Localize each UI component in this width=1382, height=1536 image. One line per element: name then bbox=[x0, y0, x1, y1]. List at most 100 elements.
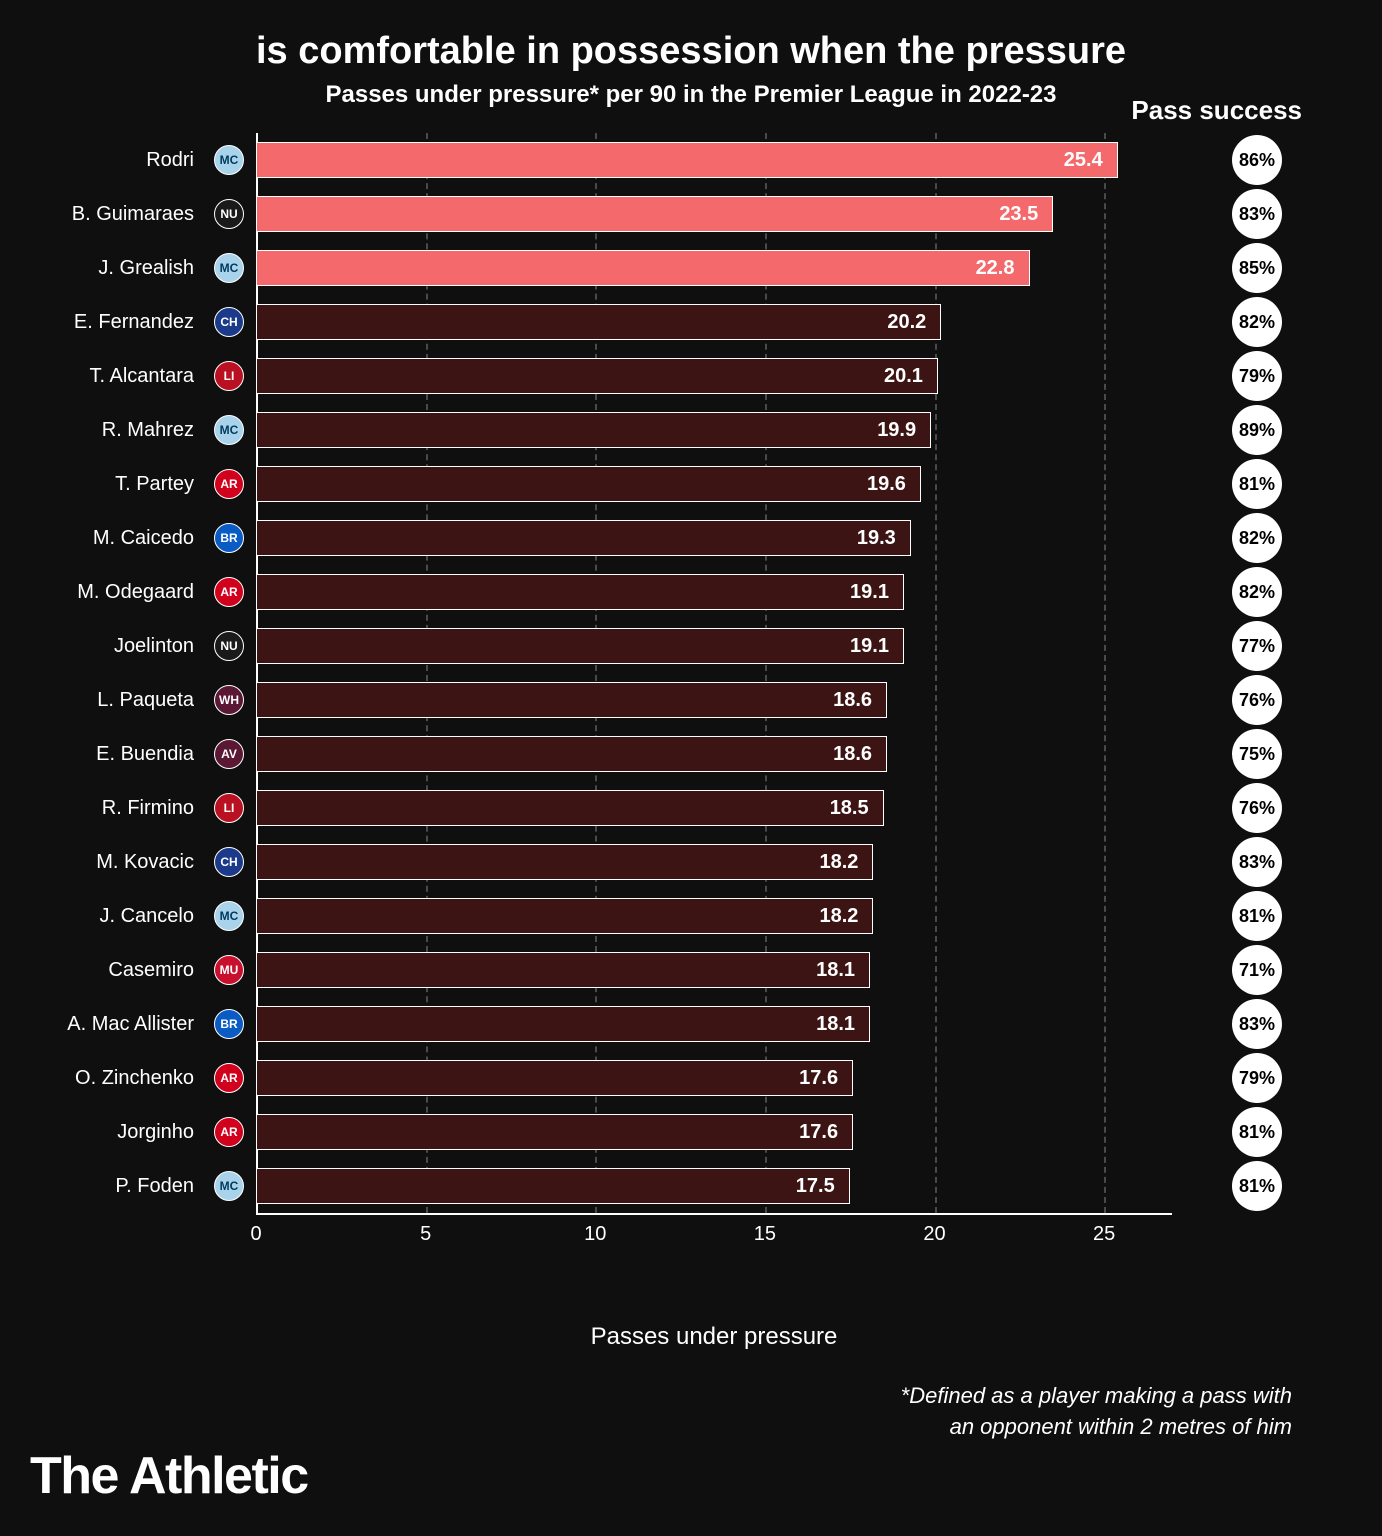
bar-track: 18.2 bbox=[256, 844, 1172, 880]
player-row: E. BuendiaAV18.675% bbox=[220, 727, 1292, 781]
player-name: T. Partey bbox=[20, 473, 200, 496]
player-row: P. FodenMC17.581% bbox=[220, 1159, 1292, 1213]
bar-track: 19.9 bbox=[256, 412, 1172, 448]
player-name: Jorginho bbox=[20, 1121, 200, 1144]
bar-track: 20.2 bbox=[256, 304, 1172, 340]
x-tick: 0 bbox=[250, 1223, 261, 1246]
club-badge-icon: CH bbox=[214, 847, 244, 877]
bar-track: 19.6 bbox=[256, 466, 1172, 502]
club-badge-icon: MC bbox=[214, 145, 244, 175]
club-badge-icon: AR bbox=[214, 1063, 244, 1093]
bar-track: 17.6 bbox=[256, 1114, 1172, 1150]
player-name: Rodri bbox=[20, 149, 200, 172]
player-row: J. CanceloMC18.281% bbox=[220, 889, 1292, 943]
pass-success-badge: 81% bbox=[1232, 1161, 1282, 1211]
player-name: O. Zinchenko bbox=[20, 1067, 200, 1090]
pass-success-badge: 71% bbox=[1232, 945, 1282, 995]
club-badge-icon: BR bbox=[214, 1009, 244, 1039]
pass-success-header: Pass success bbox=[1131, 95, 1302, 126]
bar-track: 18.1 bbox=[256, 1006, 1172, 1042]
bar: 23.5 bbox=[256, 196, 1053, 232]
x-axis: 0510152025 bbox=[256, 1213, 1172, 1273]
club-badge-icon: LI bbox=[214, 793, 244, 823]
bar-track: 18.5 bbox=[256, 790, 1172, 826]
player-row: JorginhoAR17.681% bbox=[220, 1105, 1292, 1159]
player-row: E. FernandezCH20.282% bbox=[220, 295, 1292, 349]
club-badge-icon: MC bbox=[214, 415, 244, 445]
bar: 18.5 bbox=[256, 790, 884, 826]
x-tick: 5 bbox=[420, 1223, 431, 1246]
pass-success-badge: 86% bbox=[1232, 135, 1282, 185]
player-row: T. AlcantaraLI20.179% bbox=[220, 349, 1292, 403]
player-name: P. Foden bbox=[20, 1175, 200, 1198]
bar: 18.1 bbox=[256, 1006, 870, 1042]
pass-success-badge: 89% bbox=[1232, 405, 1282, 455]
bar-track: 17.5 bbox=[256, 1168, 1172, 1204]
chart-rows: RodriMC25.486%B. GuimaraesNU23.583%J. Gr… bbox=[220, 133, 1292, 1213]
footnote-line1: *Defined as a player making a pass with bbox=[901, 1383, 1292, 1408]
player-row: M. OdegaardAR19.182% bbox=[220, 565, 1292, 619]
player-name: M. Odegaard bbox=[20, 581, 200, 604]
bar: 19.6 bbox=[256, 466, 921, 502]
pass-success-badge: 81% bbox=[1232, 1107, 1282, 1157]
bar: 18.6 bbox=[256, 736, 887, 772]
player-name: A. Mac Allister bbox=[20, 1013, 200, 1036]
pass-success-badge: 82% bbox=[1232, 513, 1282, 563]
player-row: L. PaquetaWH18.676% bbox=[220, 673, 1292, 727]
x-tick: 20 bbox=[923, 1223, 945, 1246]
bar-track: 18.6 bbox=[256, 736, 1172, 772]
bar: 25.4 bbox=[256, 142, 1118, 178]
x-axis-label: Passes under pressure bbox=[256, 1323, 1172, 1351]
bar: 17.5 bbox=[256, 1168, 850, 1204]
club-badge-icon: MU bbox=[214, 955, 244, 985]
player-row: T. ParteyAR19.681% bbox=[220, 457, 1292, 511]
player-name: R. Mahrez bbox=[20, 419, 200, 442]
club-badge-icon: NU bbox=[214, 199, 244, 229]
bar: 20.2 bbox=[256, 304, 941, 340]
club-badge-icon: AR bbox=[214, 469, 244, 499]
player-name: M. Caicedo bbox=[20, 527, 200, 550]
chart-area: Pass success RodriMC25.486%B. GuimaraesN… bbox=[220, 133, 1292, 1351]
club-badge-icon: MC bbox=[214, 253, 244, 283]
footnote: *Defined as a player making a pass with … bbox=[60, 1381, 1292, 1443]
club-badge-icon: AV bbox=[214, 739, 244, 769]
pass-success-badge: 76% bbox=[1232, 675, 1282, 725]
bar: 18.6 bbox=[256, 682, 887, 718]
pass-success-badge: 82% bbox=[1232, 567, 1282, 617]
bar: 20.1 bbox=[256, 358, 938, 394]
pass-success-badge: 79% bbox=[1232, 351, 1282, 401]
player-row: R. MahrezMC19.989% bbox=[220, 403, 1292, 457]
player-name: Joelinton bbox=[20, 635, 200, 658]
pass-success-badge: 76% bbox=[1232, 783, 1282, 833]
club-badge-icon: MC bbox=[214, 901, 244, 931]
player-name: J. Grealish bbox=[20, 257, 200, 280]
player-row: O. ZinchenkoAR17.679% bbox=[220, 1051, 1292, 1105]
bar: 17.6 bbox=[256, 1114, 853, 1150]
player-row: A. Mac AllisterBR18.183% bbox=[220, 997, 1292, 1051]
bar-track: 19.3 bbox=[256, 520, 1172, 556]
bar: 19.9 bbox=[256, 412, 931, 448]
pass-success-badge: 85% bbox=[1232, 243, 1282, 293]
player-name: Casemiro bbox=[20, 959, 200, 982]
player-name: E. Fernandez bbox=[20, 311, 200, 334]
club-badge-icon: NU bbox=[214, 631, 244, 661]
bar-track: 19.1 bbox=[256, 628, 1172, 664]
club-badge-icon: AR bbox=[214, 577, 244, 607]
bar-track: 25.4 bbox=[256, 142, 1172, 178]
player-row: M. CaicedoBR19.382% bbox=[220, 511, 1292, 565]
bar: 18.2 bbox=[256, 844, 873, 880]
chart-title: is comfortable in possession when the pr… bbox=[60, 30, 1322, 73]
player-row: R. FirminoLI18.576% bbox=[220, 781, 1292, 835]
pass-success-badge: 81% bbox=[1232, 459, 1282, 509]
bar: 19.1 bbox=[256, 574, 904, 610]
player-name: J. Cancelo bbox=[20, 905, 200, 928]
player-name: L. Paqueta bbox=[20, 689, 200, 712]
pass-success-badge: 79% bbox=[1232, 1053, 1282, 1103]
bar-track: 22.8 bbox=[256, 250, 1172, 286]
player-name: E. Buendia bbox=[20, 743, 200, 766]
bar-track: 20.1 bbox=[256, 358, 1172, 394]
brand-logo: The Athletic bbox=[30, 1446, 308, 1506]
player-row: J. GrealishMC22.885% bbox=[220, 241, 1292, 295]
bar-track: 23.5 bbox=[256, 196, 1172, 232]
bar-track: 17.6 bbox=[256, 1060, 1172, 1096]
